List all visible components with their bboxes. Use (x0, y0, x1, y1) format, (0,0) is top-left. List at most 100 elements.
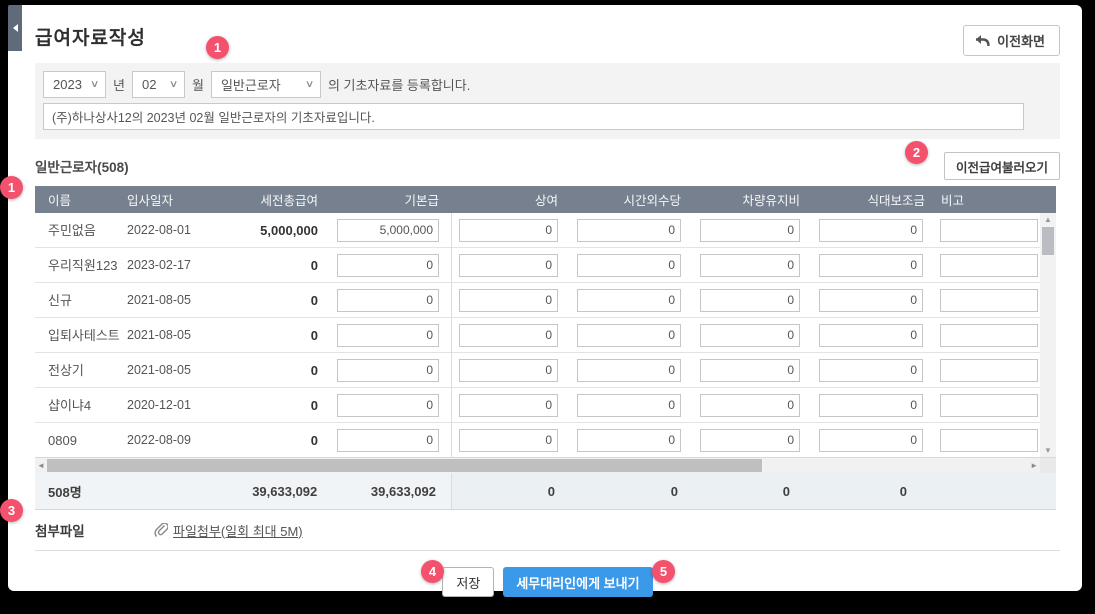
meal-input-cell (812, 388, 935, 423)
remark-input[interactable] (940, 428, 1038, 452)
header-overtime: 시간외수당 (623, 194, 681, 208)
overtime-input[interactable] (577, 358, 681, 382)
memo-input[interactable] (43, 103, 1024, 130)
worker-type-value: 일반근로자 (220, 78, 281, 93)
hire-date: 2021-08-05 (127, 293, 191, 307)
employee-name: 신규 (48, 292, 72, 308)
vehicle-input[interactable] (700, 358, 800, 382)
table-row: 우리직원123 2023-02-17 0 (35, 247, 1040, 283)
remark-input[interactable] (940, 393, 1038, 417)
bonus-input[interactable] (459, 253, 558, 277)
remark-input[interactable] (940, 253, 1038, 277)
hire-date: 2021-08-05 (127, 328, 191, 342)
remark-cell (935, 353, 1040, 388)
overtime-input[interactable] (577, 323, 681, 347)
meal-input[interactable] (819, 218, 923, 242)
meal-input[interactable] (819, 393, 923, 417)
base-pay-input[interactable] (337, 393, 439, 417)
totals-overtime: 0 (670, 483, 678, 499)
bonus-input[interactable] (459, 393, 558, 417)
overtime-input[interactable] (577, 253, 681, 277)
month-label: 월 (191, 78, 204, 93)
vertical-scrollbar[interactable]: ▲ ▼ (1040, 213, 1056, 457)
bonus-input[interactable] (459, 428, 558, 452)
bonus-input[interactable] (459, 288, 558, 312)
vehicle-input[interactable] (700, 253, 800, 277)
remark-input[interactable] (940, 218, 1038, 242)
base-pay-input-cell (330, 317, 452, 353)
table-body: 주민없음 2022-08-01 5,000,000 우리직원123 2023-02-17… (35, 213, 1056, 458)
meal-input-cell (812, 213, 935, 248)
year-select[interactable]: 2023 ∨ (43, 71, 106, 98)
vehicle-input-cell (693, 318, 812, 353)
vehicle-input[interactable] (700, 428, 800, 452)
meal-input[interactable] (819, 428, 923, 452)
vehicle-input-cell (693, 213, 812, 248)
header-vehicle: 차량유지비 (742, 194, 800, 208)
overtime-input[interactable] (577, 428, 681, 452)
vertical-scroll-thumb[interactable] (1042, 227, 1054, 255)
base-pay-input[interactable] (337, 428, 439, 452)
remark-cell (935, 318, 1040, 353)
sidebar-collapse-handle[interactable] (8, 5, 22, 51)
worker-type-select[interactable]: 일반근로자 ∨ (210, 71, 321, 98)
header-base-pay: 기본급 (404, 194, 439, 208)
send-to-tax-agent-button[interactable]: 세무대리인에게 보내기 (503, 567, 653, 597)
remark-input[interactable] (940, 358, 1038, 382)
load-previous-pay-button[interactable]: 이전급여불러오기 (943, 152, 1060, 180)
horizontal-scrollbar[interactable]: ◄ ► (35, 458, 1056, 473)
horizontal-scroll-thumb[interactable] (47, 459, 762, 472)
overtime-input[interactable] (577, 288, 681, 312)
meal-input[interactable] (819, 253, 923, 277)
vehicle-input[interactable] (700, 218, 800, 242)
bonus-input[interactable] (459, 358, 558, 382)
collapse-arrow-icon (12, 24, 18, 32)
base-pay-input[interactable] (337, 358, 439, 382)
horizontal-scroll-track[interactable]: ◄ ► (35, 458, 1040, 473)
header-pretax-total: 세전총급여 (260, 194, 318, 208)
file-attach-link-label: 파일첨부(일회 최대 5M) (173, 523, 303, 539)
totals-bonus: 0 (547, 483, 555, 499)
base-pay-input[interactable] (337, 323, 439, 347)
vehicle-input[interactable] (700, 288, 800, 312)
meal-input[interactable] (819, 288, 923, 312)
remark-input[interactable] (940, 323, 1038, 347)
base-pay-input[interactable] (337, 288, 439, 312)
back-arrow-icon (976, 34, 990, 46)
totals-base: 39,633,092 (370, 483, 436, 499)
meal-input[interactable] (819, 323, 923, 347)
scroll-left-icon[interactable]: ◄ (37, 461, 45, 470)
hire-date: 2022-08-09 (127, 433, 191, 447)
save-button[interactable]: 저장 (442, 567, 495, 597)
bonus-input-cell (452, 318, 570, 353)
scroll-right-icon[interactable]: ► (1030, 461, 1038, 470)
section-title: 일반근로자(508) (35, 160, 129, 175)
header-name: 이름 (48, 194, 72, 208)
table-row: 샵이냐4 2020-12-01 0 (35, 387, 1040, 423)
employee-name: 전상기 (48, 362, 84, 378)
scrollbar-corner (1040, 458, 1056, 473)
overtime-input[interactable] (577, 393, 681, 417)
month-select[interactable]: 02 ∨ (131, 71, 185, 98)
bonus-input[interactable] (459, 218, 558, 242)
vehicle-input[interactable] (700, 323, 800, 347)
overtime-input-cell (570, 388, 693, 423)
overtime-input[interactable] (577, 218, 681, 242)
vehicle-input[interactable] (700, 393, 800, 417)
employee-name: 입퇴사테스트 (48, 327, 120, 343)
pretax-total-value: 0 (310, 292, 318, 308)
file-attach-link[interactable]: 파일첨부(일회 최대 5M) (154, 521, 303, 540)
footer-actions: 저장 세무대리인에게 보내기 (35, 551, 1060, 597)
meal-input[interactable] (819, 358, 923, 382)
scroll-up-icon[interactable]: ▲ (1044, 215, 1052, 224)
previous-screen-button[interactable]: 이전화면 (963, 25, 1060, 56)
base-pay-input[interactable] (337, 253, 439, 277)
remark-cell (935, 213, 1040, 248)
bonus-input[interactable] (459, 323, 558, 347)
scroll-down-icon[interactable]: ▼ (1044, 446, 1052, 455)
remark-input[interactable] (940, 288, 1038, 312)
filter-sentence: 의 기초자료를 등록합니다. (327, 78, 471, 93)
overtime-input-cell (570, 318, 693, 353)
base-pay-input[interactable] (337, 218, 439, 242)
overtime-input-cell (570, 353, 693, 388)
